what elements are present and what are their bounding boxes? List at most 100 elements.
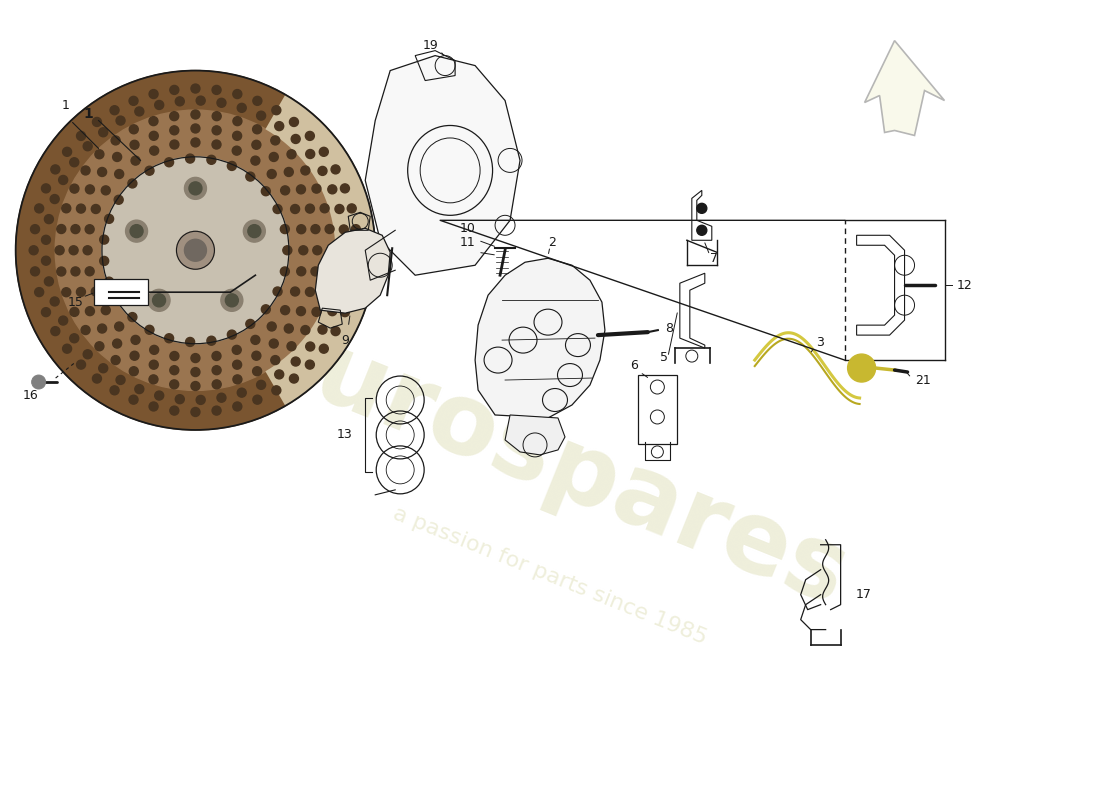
Ellipse shape (238, 103, 246, 112)
Ellipse shape (318, 325, 327, 334)
Ellipse shape (69, 246, 78, 254)
Ellipse shape (169, 86, 179, 94)
Ellipse shape (114, 195, 123, 204)
Ellipse shape (131, 156, 140, 165)
Ellipse shape (130, 125, 139, 134)
Ellipse shape (150, 360, 158, 369)
Ellipse shape (238, 388, 246, 397)
Ellipse shape (129, 395, 138, 404)
Ellipse shape (331, 165, 340, 174)
Text: 5: 5 (660, 350, 668, 363)
Ellipse shape (101, 306, 110, 314)
Ellipse shape (273, 287, 282, 296)
Ellipse shape (81, 166, 90, 175)
Ellipse shape (233, 375, 242, 384)
Ellipse shape (351, 225, 361, 234)
Ellipse shape (42, 184, 51, 193)
Ellipse shape (212, 86, 221, 94)
Ellipse shape (169, 140, 179, 149)
Ellipse shape (86, 185, 95, 194)
Ellipse shape (150, 90, 158, 98)
Ellipse shape (150, 346, 158, 354)
Ellipse shape (340, 184, 350, 193)
Ellipse shape (217, 98, 226, 107)
Ellipse shape (196, 96, 206, 105)
Ellipse shape (326, 267, 334, 276)
Ellipse shape (15, 70, 375, 430)
Text: 21: 21 (915, 374, 932, 386)
Ellipse shape (104, 214, 113, 223)
Ellipse shape (57, 225, 66, 234)
Ellipse shape (271, 136, 279, 145)
Ellipse shape (233, 90, 242, 98)
Polygon shape (365, 55, 520, 275)
Ellipse shape (51, 326, 59, 336)
Text: eurospares: eurospares (239, 301, 861, 627)
Polygon shape (265, 94, 375, 406)
Polygon shape (475, 258, 605, 418)
Ellipse shape (111, 136, 120, 145)
Ellipse shape (207, 155, 216, 164)
Ellipse shape (221, 290, 243, 311)
Ellipse shape (348, 288, 356, 297)
Ellipse shape (191, 367, 200, 377)
Text: 6: 6 (630, 358, 638, 371)
Ellipse shape (280, 306, 289, 314)
Ellipse shape (297, 306, 306, 316)
Ellipse shape (145, 166, 154, 175)
Ellipse shape (311, 267, 320, 276)
Ellipse shape (72, 267, 80, 276)
Ellipse shape (328, 185, 337, 194)
Ellipse shape (128, 179, 136, 188)
Polygon shape (316, 228, 390, 313)
Ellipse shape (267, 322, 276, 331)
Text: 11: 11 (460, 236, 475, 249)
Ellipse shape (340, 308, 350, 317)
Ellipse shape (233, 402, 242, 411)
Ellipse shape (280, 186, 289, 195)
Ellipse shape (186, 154, 195, 163)
Ellipse shape (212, 112, 221, 121)
Ellipse shape (116, 375, 125, 385)
Ellipse shape (275, 122, 284, 130)
Ellipse shape (212, 366, 221, 374)
Ellipse shape (270, 339, 278, 348)
Ellipse shape (131, 335, 140, 344)
Ellipse shape (306, 150, 315, 158)
Ellipse shape (62, 288, 70, 297)
Ellipse shape (169, 380, 178, 389)
Ellipse shape (300, 326, 310, 334)
Ellipse shape (169, 351, 179, 361)
Ellipse shape (92, 118, 101, 126)
Ellipse shape (306, 360, 315, 369)
Ellipse shape (290, 287, 299, 296)
Ellipse shape (272, 106, 280, 114)
Ellipse shape (51, 297, 59, 306)
Ellipse shape (84, 142, 92, 150)
Ellipse shape (289, 374, 298, 383)
Ellipse shape (262, 305, 271, 314)
Ellipse shape (212, 380, 221, 389)
Ellipse shape (112, 339, 122, 348)
Ellipse shape (95, 150, 103, 158)
Ellipse shape (86, 306, 95, 316)
Ellipse shape (30, 246, 38, 254)
Ellipse shape (31, 267, 40, 276)
Ellipse shape (69, 158, 79, 166)
Ellipse shape (299, 246, 308, 254)
Ellipse shape (212, 140, 221, 149)
Ellipse shape (272, 386, 280, 395)
Ellipse shape (253, 366, 262, 376)
Ellipse shape (191, 110, 200, 119)
Ellipse shape (287, 150, 296, 158)
Ellipse shape (248, 225, 261, 238)
Ellipse shape (191, 84, 200, 93)
Ellipse shape (130, 351, 139, 360)
Ellipse shape (228, 330, 236, 339)
Ellipse shape (35, 288, 44, 297)
Ellipse shape (327, 246, 336, 254)
Ellipse shape (284, 167, 294, 177)
Ellipse shape (300, 166, 310, 175)
Text: 2: 2 (548, 236, 556, 249)
Ellipse shape (318, 166, 327, 175)
